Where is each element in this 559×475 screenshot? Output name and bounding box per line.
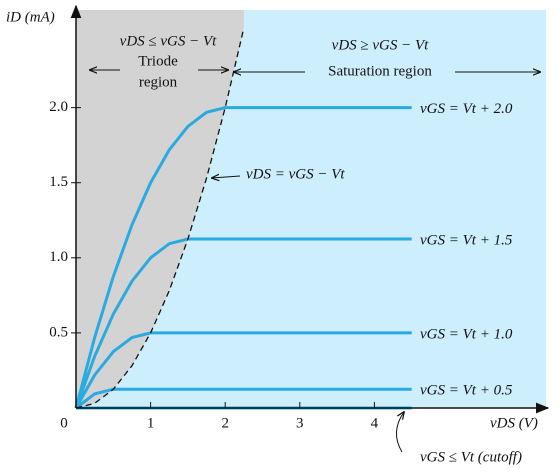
saturation-condition: vDS ≥ vGS − Vt	[332, 37, 429, 53]
x-tick-label: 1	[147, 415, 155, 431]
x-tick-label: 4	[371, 415, 379, 431]
y-tick-label: 2.0	[49, 99, 68, 115]
series-label: vDS = vGS − Vt	[246, 167, 345, 183]
boundary-curve	[75, 27, 245, 409]
series-label: vGS ≤ Vt (cutoff)	[420, 449, 522, 465]
triode-label: Triode	[138, 53, 178, 69]
saturation-label: Saturation region	[328, 63, 432, 79]
x-tick-label: 0	[60, 415, 68, 431]
characteristic-curve	[75, 387, 412, 410]
y-tick-label: 1.5	[49, 174, 68, 190]
triode-condition: vDS ≤ vGS − Vt	[120, 33, 217, 49]
series-label: vGS = Vt + 2.0	[420, 101, 513, 117]
triode-label: region	[139, 74, 178, 90]
x-tick-label: 2	[221, 415, 229, 431]
x-tick-label: 3	[296, 415, 304, 431]
y-tick-label: 1.0	[49, 249, 68, 265]
y-axis-label: iD (mA)	[6, 9, 55, 25]
y-tick-label: 0.5	[49, 324, 68, 340]
series-label: vGS = Vt + 1.5	[420, 232, 513, 248]
characteristic-curve	[74, 237, 412, 409]
x-axis-label: vDS (V)	[490, 415, 538, 431]
characteristic-curve	[74, 106, 412, 409]
annotation-arrow	[396, 412, 404, 453]
annotation-arrow	[212, 176, 241, 178]
characteristic-curve	[74, 331, 412, 409]
series-label: vGS = Vt + 1.0	[420, 326, 513, 342]
series-label: vGS = Vt + 0.5	[420, 383, 513, 399]
